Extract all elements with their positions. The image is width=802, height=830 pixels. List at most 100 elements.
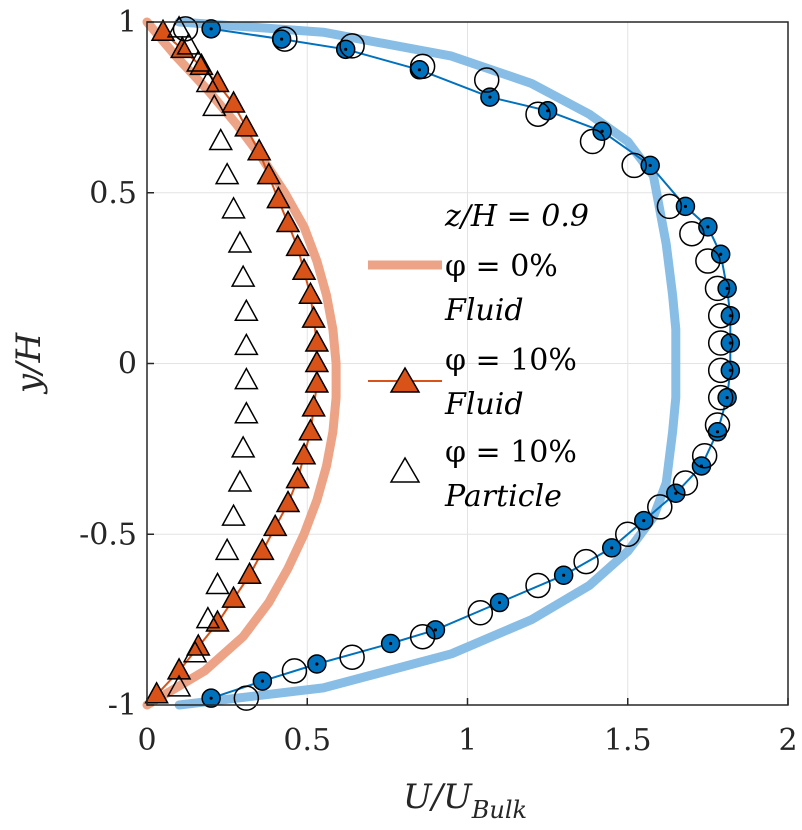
data-point — [647, 494, 673, 520]
data-point-center — [260, 679, 264, 683]
data-point — [707, 384, 734, 411]
data-point — [234, 401, 259, 424]
data-point — [275, 209, 301, 233]
y-tick-label: -0.5 — [79, 517, 137, 552]
data-point — [221, 585, 246, 608]
data-point — [695, 248, 721, 274]
data-point — [169, 35, 195, 59]
data-point-center — [725, 286, 729, 290]
data-point — [298, 281, 323, 304]
legend-label-particle-10-sub: Particle — [444, 479, 562, 514]
data-point — [473, 67, 500, 93]
x-axis-label-main: U/U — [403, 777, 473, 817]
x-axis-label-sub: Bulk — [471, 796, 527, 824]
data-point — [250, 537, 275, 561]
legend-label-fluid-10: φ = 10% — [445, 343, 577, 378]
data-point — [304, 329, 330, 352]
x-tick-label: 1.5 — [604, 723, 652, 758]
data-point-center — [674, 491, 678, 495]
data-point — [285, 233, 310, 257]
data-point — [285, 466, 310, 489]
data-point — [246, 138, 272, 161]
data-point-center — [600, 129, 604, 133]
data-point — [144, 681, 169, 704]
legend-title: z/H = 0.9 — [444, 199, 589, 234]
data-point-center — [209, 696, 213, 700]
series-blue-circle-open — [172, 16, 734, 711]
data-point-center — [728, 341, 732, 345]
x-tick-label: 2 — [778, 723, 797, 758]
data-point — [214, 537, 240, 561]
data-point — [339, 33, 365, 59]
data-point — [707, 302, 734, 329]
data-point — [707, 330, 734, 356]
data-point — [291, 257, 317, 281]
data-point — [298, 418, 323, 441]
data-point-center — [280, 37, 284, 41]
data-point — [301, 394, 326, 417]
data-point — [202, 93, 227, 117]
data-point — [467, 600, 494, 626]
data-point — [281, 658, 308, 684]
data-point-center — [315, 662, 319, 666]
data-point — [230, 264, 256, 287]
data-point-center — [344, 47, 348, 51]
data-point — [272, 26, 298, 52]
data-point — [304, 349, 330, 373]
data-point-center — [610, 546, 614, 550]
series-orange-triangle-open — [166, 15, 259, 697]
legend: z/H = 0.9 φ = 0% Fluid φ = 10% Fluid φ =… — [368, 199, 589, 514]
data-point — [656, 193, 683, 220]
data-point — [182, 640, 208, 663]
y-tick-label: -1 — [108, 688, 137, 723]
data-point-center — [725, 396, 729, 400]
data-point-center — [488, 95, 492, 99]
data-point — [707, 357, 734, 384]
legend-label-particle-10: φ = 10% — [445, 435, 577, 470]
y-tick-label: 0.5 — [89, 176, 137, 211]
data-point-center — [388, 641, 393, 646]
data-point — [525, 572, 551, 599]
data-point — [227, 230, 253, 253]
data-point-center — [728, 314, 732, 318]
data-point — [409, 53, 436, 80]
data-point — [195, 606, 221, 629]
data-point — [221, 196, 246, 219]
data-point — [208, 127, 233, 151]
data-point-center — [648, 163, 652, 168]
data-point — [166, 674, 192, 697]
data-point — [166, 657, 192, 680]
data-point — [409, 623, 436, 650]
data-point — [234, 367, 259, 390]
data-point — [214, 162, 240, 185]
data-point — [189, 52, 214, 76]
data-point — [262, 513, 288, 537]
data-point-center — [546, 109, 550, 113]
data-point — [266, 186, 291, 209]
data-point — [691, 442, 718, 469]
series-line — [174, 17, 681, 710]
data-point — [291, 442, 317, 465]
data-point — [221, 90, 246, 113]
series-line — [210, 27, 732, 700]
data-point-center — [683, 204, 688, 209]
data-point-center — [417, 68, 422, 72]
data-point — [230, 435, 256, 458]
data-point — [304, 370, 330, 393]
data-point — [339, 644, 365, 670]
data-point — [221, 503, 246, 526]
x-tick-label: 0 — [137, 723, 156, 758]
data-point-center — [728, 368, 732, 372]
data-point — [176, 32, 201, 55]
data-point — [579, 128, 606, 155]
data-point-center — [715, 430, 720, 434]
data-point — [227, 469, 253, 492]
tick-labels: 0 0.5 1 1.5 2 -1 -0.5 0 0.5 1 — [79, 5, 797, 758]
data-point — [166, 15, 192, 38]
data-point-center — [433, 628, 438, 632]
data-point — [615, 521, 641, 547]
data-point — [672, 470, 699, 496]
data-point — [573, 548, 599, 575]
series-layer — [142, 15, 741, 711]
